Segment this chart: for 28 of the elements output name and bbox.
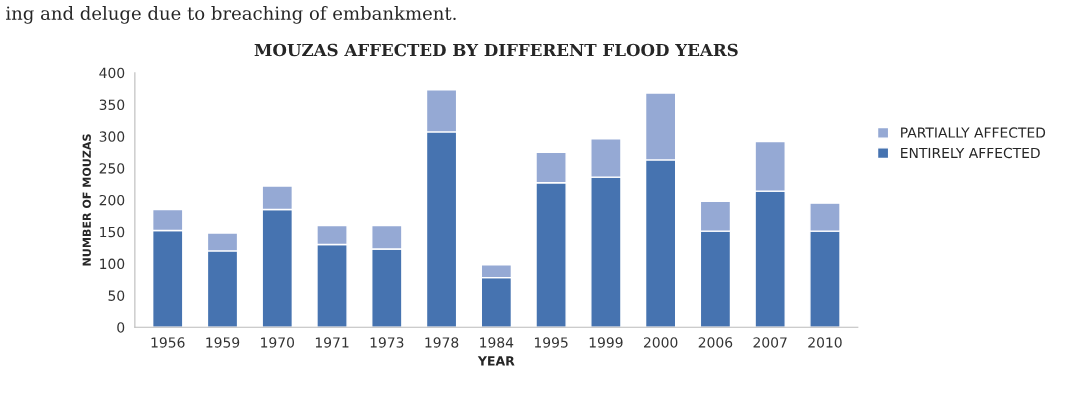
- legend-label: ENTIRELY AFFECTED: [901, 147, 1040, 159]
- legend-label: PARTIALLY AFFECTED: [901, 127, 1046, 138]
- y-tick-label: 100: [100, 258, 125, 270]
- x-axis-title: YEAR: [477, 356, 515, 366]
- y-tick-label: 0: [117, 322, 125, 333]
- y-tick-label: 150: [100, 226, 125, 238]
- x-tick-label: 1970: [261, 337, 295, 348]
- x-tick-label: 1978: [425, 337, 459, 348]
- x-tick-label: 2000: [643, 337, 678, 348]
- x-tick-label: 1973: [370, 337, 404, 348]
- x-tick-label: 2007: [753, 337, 787, 348]
- y-tick-label: 400: [99, 67, 125, 79]
- chart-title: MOUZAS AFFECTED BY DIFFERENT FLOOD YEARS: [254, 43, 738, 57]
- x-tick-label: 1995: [534, 337, 568, 348]
- x-tick-label: 2010: [808, 337, 842, 348]
- x-tick-label: 1971: [315, 337, 349, 348]
- y-axis-title: NUMBER OF MOUZAS: [82, 134, 91, 266]
- x-tick-label: 1956: [151, 337, 185, 348]
- x-tick-label: 1999: [589, 337, 623, 348]
- y-tick-label: 50: [108, 290, 125, 301]
- text: ing and deluge due to breaching of embankment.: [6, 6, 456, 24]
- y-tick-label: 300: [99, 131, 125, 142]
- x-tick-label: 2006: [698, 337, 733, 348]
- y-tick-label: 250: [99, 163, 125, 174]
- x-tick-label: 1959: [206, 337, 240, 348]
- x-tick-label: 1984: [480, 337, 514, 348]
- y-tick-label: 200: [99, 194, 125, 206]
- y-tick-label: 350: [99, 99, 125, 111]
